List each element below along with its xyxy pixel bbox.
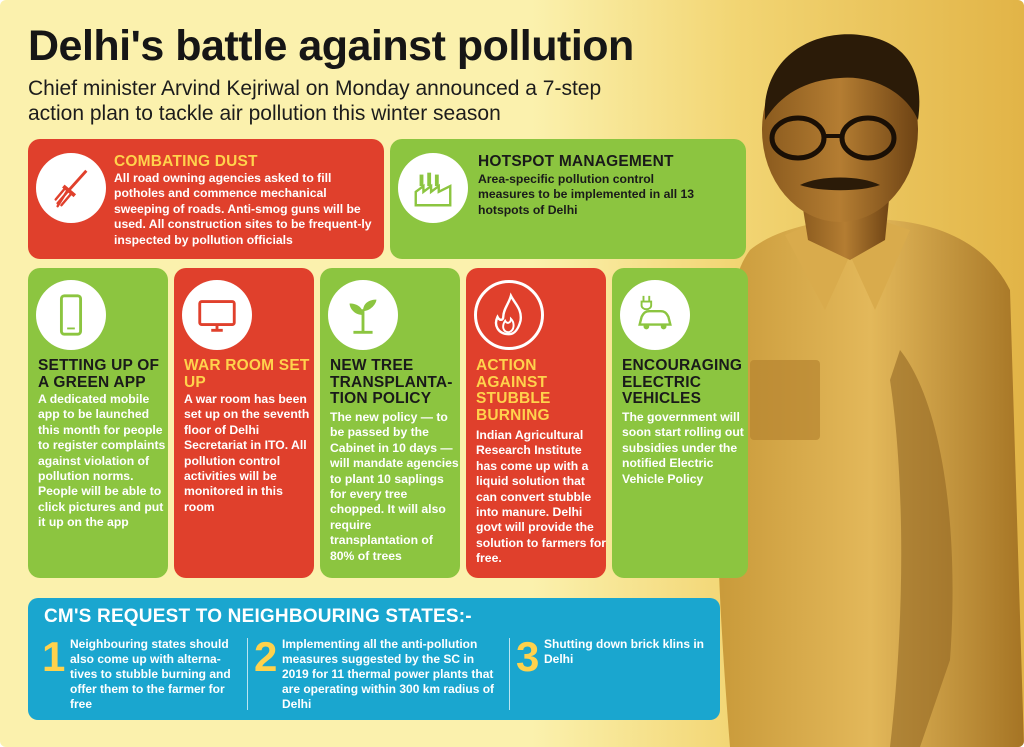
card-hotspot-management: HOTSPOT MANAGEMENT Area-specific polluti… bbox=[390, 139, 746, 259]
page-subtitle: Chief minister Arvind Kejriwal on Monday… bbox=[28, 77, 602, 125]
divider bbox=[509, 638, 510, 710]
request-title: CM'S REQUEST TO NEIGHBOURING STATES:- bbox=[44, 606, 472, 627]
request-number: 2 bbox=[254, 633, 278, 680]
card-text: A war room has been set up on the sevent… bbox=[184, 392, 310, 514]
card-text: Indian Agricultural Research Institute h… bbox=[476, 428, 606, 566]
chief-minister-photo bbox=[717, 34, 1024, 747]
card-text: The new policy — to be passed by the Cab… bbox=[330, 410, 459, 563]
card-heading: ACTION AGAINST STUBBLE BURNING bbox=[476, 357, 551, 424]
fire-icon bbox=[474, 280, 544, 350]
card-text: Area-specific pollution control measures… bbox=[478, 172, 695, 217]
neighbouring-states-request: CM'S REQUEST TO NEIGHBOURING STATES:- 1 … bbox=[28, 598, 720, 720]
card-text: The government will soon start rolling o… bbox=[622, 410, 744, 486]
factory-icon bbox=[398, 153, 468, 223]
card-heading: NEW TREE TRANSPLANTA-TION POLICY bbox=[330, 357, 453, 407]
request-text: Shutting down brick klins in Delhi bbox=[544, 637, 705, 666]
page-title: Delhi's battle against pollution bbox=[28, 22, 634, 70]
sapling-icon bbox=[328, 280, 398, 350]
card-combating-dust: COMBATING DUST All road owning agencies … bbox=[28, 139, 384, 259]
card-stubble-burning: ACTION AGAINST STUBBLE BURNING Indian Ag… bbox=[466, 268, 606, 578]
card-heading: COMBATING DUST bbox=[114, 153, 258, 170]
request-number: 1 bbox=[42, 633, 66, 680]
request-number: 3 bbox=[516, 633, 540, 680]
card-text: All road owning agencies asked to fill p… bbox=[114, 171, 372, 247]
divider bbox=[247, 638, 248, 710]
card-heading: HOTSPOT MANAGEMENT bbox=[478, 153, 674, 170]
card-tree-policy: NEW TREE TRANSPLANTA-TION POLICY The new… bbox=[320, 268, 460, 578]
card-green-app: SETTING UP OF A GREEN APP A dedicated mo… bbox=[28, 268, 168, 578]
broom-icon bbox=[36, 153, 106, 223]
request-text: Implementing all the anti-pollution meas… bbox=[282, 637, 495, 711]
card-war-room: WAR ROOM SET UP A war room has been set … bbox=[174, 268, 314, 578]
request-text: Neighbouring states should also come up … bbox=[70, 637, 231, 711]
card-electric-vehicles: ENCOURAGING ELECTRIC VEHICLES The govern… bbox=[612, 268, 748, 578]
card-heading: WAR ROOM SET UP bbox=[184, 357, 310, 391]
electric-car-icon bbox=[620, 280, 690, 350]
smartphone-icon bbox=[36, 280, 106, 350]
card-heading: SETTING UP OF A GREEN APP bbox=[38, 357, 160, 391]
monitor-icon bbox=[182, 280, 252, 350]
card-heading: ENCOURAGING ELECTRIC VEHICLES bbox=[622, 357, 743, 407]
card-text: A dedicated mobile app to be launched th… bbox=[38, 392, 166, 530]
